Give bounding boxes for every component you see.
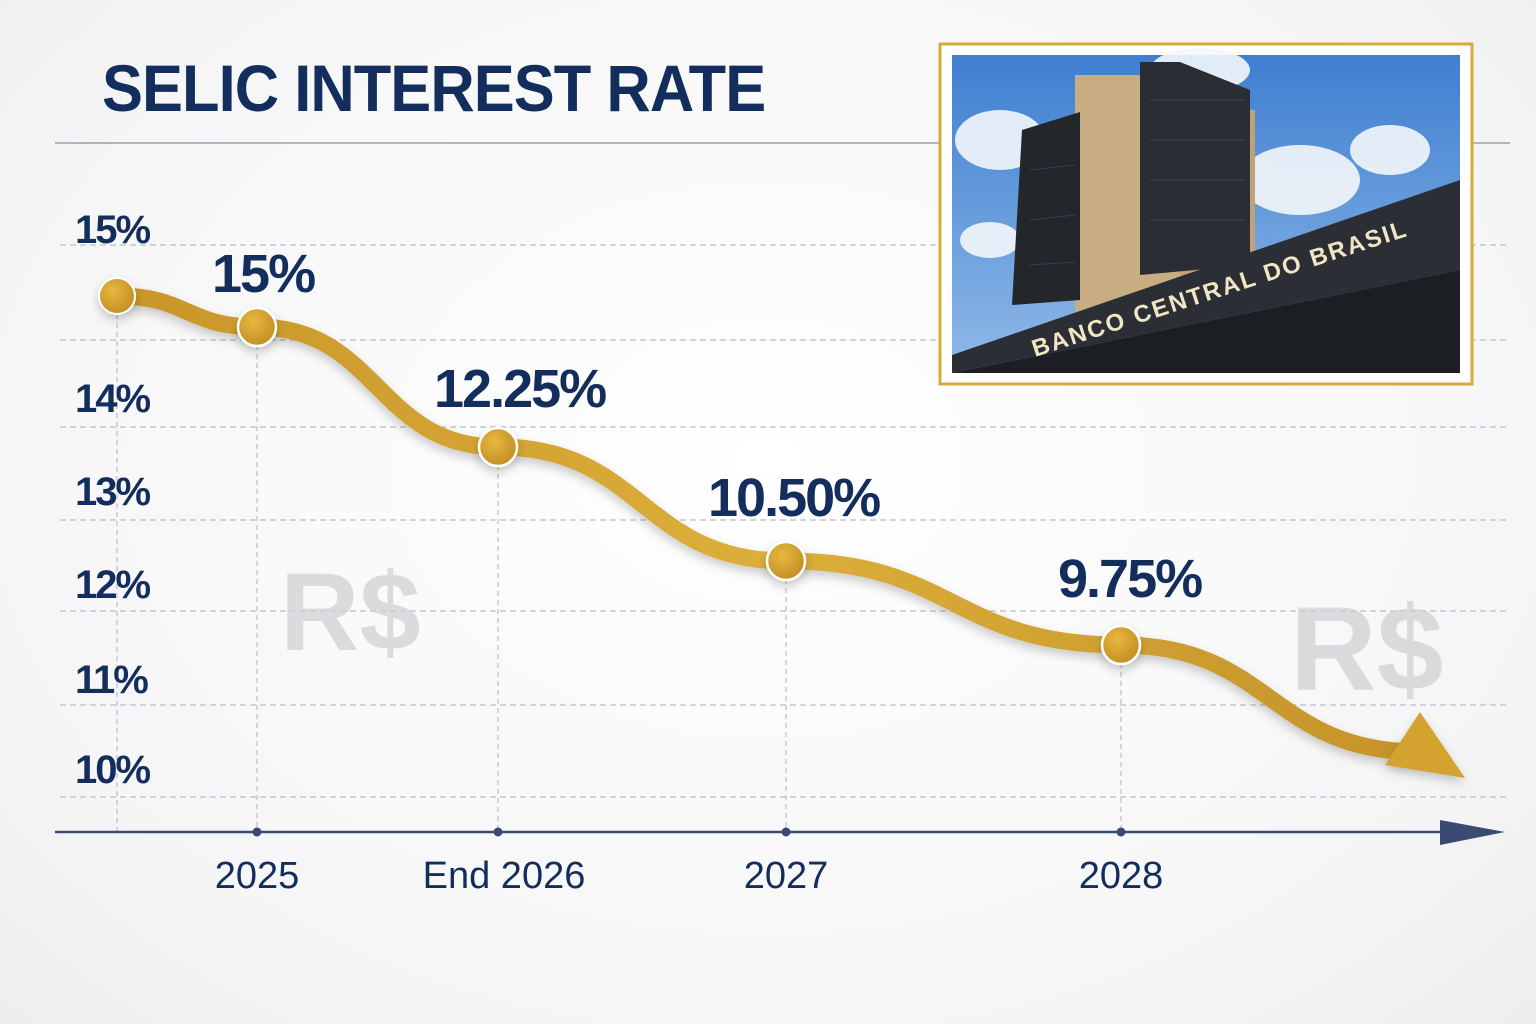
y-tick-label: 11%	[75, 658, 148, 702]
data-label: 15%	[212, 244, 315, 304]
currency-watermark: R$	[1290, 582, 1443, 716]
y-tick-label: 14%	[75, 377, 150, 421]
data-point	[1100, 624, 1142, 666]
y-tick-label: 15%	[75, 208, 150, 252]
page-title: SELIC INTEREST RATE	[102, 51, 766, 125]
x-tick-label: 2025	[215, 855, 300, 897]
y-tick-label: 12%	[75, 563, 150, 607]
x-tick-label: End 2026	[423, 855, 586, 897]
start-point	[98, 277, 136, 315]
x-tick	[493, 827, 503, 837]
y-tick-label: 13%	[75, 470, 150, 514]
trend-arrowhead-icon	[1385, 712, 1465, 778]
y-tick-label: 10%	[75, 748, 150, 792]
x-axis-arrow-icon	[1440, 820, 1505, 845]
x-tick	[1116, 827, 1126, 837]
x-tick-label: 2027	[744, 855, 829, 897]
data-label: 12.25%	[434, 359, 606, 419]
x-tick	[252, 827, 262, 837]
data-label: 10.50%	[708, 468, 880, 528]
currency-watermark: R$	[280, 551, 421, 674]
data-point	[477, 426, 519, 468]
x-tick-label: 2028	[1079, 855, 1164, 897]
data-point	[765, 540, 807, 582]
x-tick	[781, 827, 791, 837]
data-label: 9.75%	[1058, 549, 1202, 609]
data-point	[236, 306, 278, 348]
central-bank-photo: BANCO CENTRAL DO BRASIL	[938, 42, 1474, 386]
